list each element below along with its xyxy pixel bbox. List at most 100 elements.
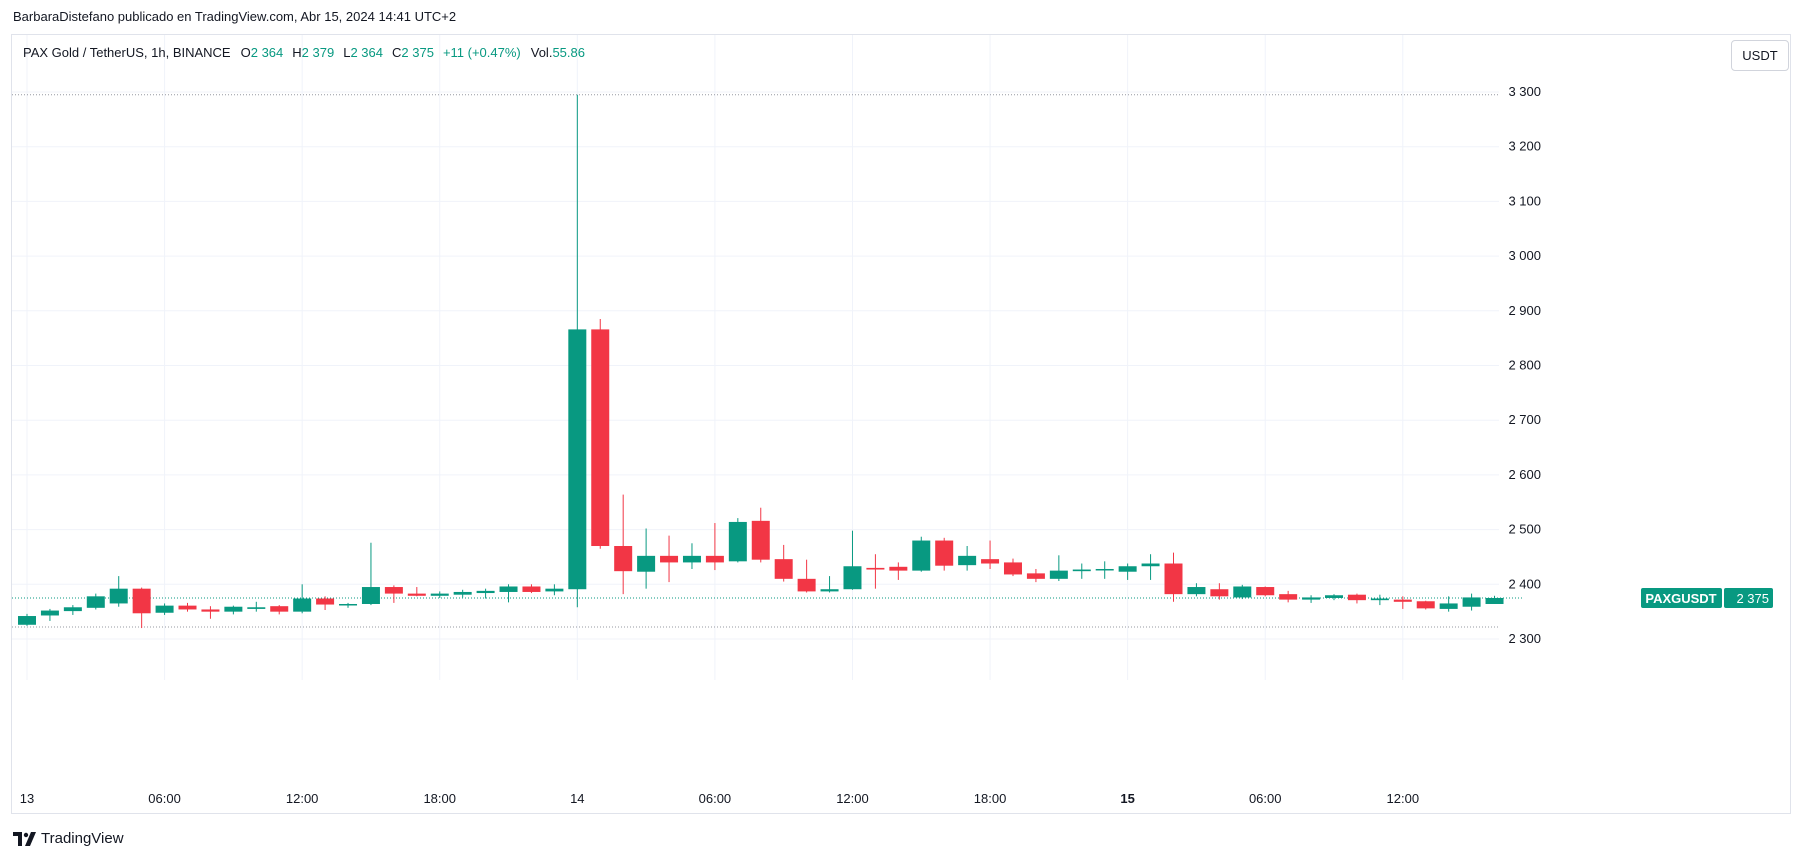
time-tick-label: 18:00	[423, 791, 456, 806]
candle	[1393, 596, 1412, 609]
price-tick-label: 2 600	[1508, 467, 1541, 482]
candle	[591, 319, 610, 549]
candle	[1233, 584, 1252, 600]
candle	[1164, 552, 1183, 602]
candle	[339, 602, 358, 608]
candle-body	[1347, 594, 1366, 601]
candle-body	[958, 555, 977, 566]
candle-body	[774, 559, 793, 579]
candle-body	[453, 591, 472, 595]
candle-body	[178, 605, 197, 610]
candle-body	[293, 598, 312, 612]
candle	[361, 542, 380, 606]
candle-body	[1118, 566, 1137, 572]
candle	[1095, 561, 1114, 579]
price-tick-label: 2 300	[1508, 631, 1541, 646]
candle-body	[843, 566, 862, 590]
candle-body	[40, 610, 59, 616]
candle-body	[866, 567, 885, 570]
high-label: H	[292, 45, 302, 60]
candle-body	[751, 520, 770, 560]
time-tick-label: 14	[570, 791, 584, 806]
candle	[1416, 600, 1435, 610]
candle	[1003, 558, 1022, 577]
candle-body	[247, 607, 266, 609]
time-tick-label: 12:00	[1387, 791, 1420, 806]
currency-button[interactable]: USDT	[1731, 40, 1789, 71]
candle	[843, 530, 862, 590]
price-tick-label: 2 900	[1508, 303, 1541, 318]
last-price-badge	[1724, 587, 1773, 608]
candle	[614, 494, 633, 595]
candle-body	[889, 566, 908, 571]
time-tick-label: 06:00	[1249, 791, 1282, 806]
range-reference-lines	[12, 94, 1524, 628]
candle	[224, 605, 243, 615]
candle-body	[339, 603, 358, 606]
price-tick-label: 2 500	[1508, 522, 1541, 537]
price-tick-label: 3 100	[1508, 193, 1541, 208]
candle	[1141, 554, 1160, 580]
price-tick-label: 2 400	[1508, 576, 1541, 591]
candle-body	[637, 555, 656, 572]
candle-body	[705, 555, 724, 563]
candle-body	[981, 559, 1000, 564]
candle-body	[224, 606, 243, 612]
time-tick-label: 06:00	[699, 791, 732, 806]
time-tick-label: 06:00	[148, 791, 181, 806]
candle	[499, 584, 518, 603]
candle-body	[1141, 563, 1160, 567]
candle	[1439, 596, 1458, 612]
candle	[178, 602, 197, 612]
candle	[1072, 563, 1091, 579]
candle	[728, 518, 747, 563]
candle	[155, 603, 174, 615]
candle	[912, 536, 931, 572]
candle	[453, 589, 472, 598]
candle-body	[1302, 597, 1321, 600]
candle	[407, 587, 426, 597]
candle	[1187, 583, 1206, 597]
tradingview-logo[interactable]: TradingView	[13, 830, 124, 847]
open-value: 2 364	[250, 45, 284, 60]
candle	[132, 587, 151, 629]
candle-body	[109, 588, 128, 604]
candle	[522, 584, 541, 594]
candle	[545, 584, 564, 596]
candle-body	[1256, 587, 1275, 596]
candle	[1118, 563, 1137, 580]
tradingview-brand: TradingView	[41, 830, 124, 847]
candle-body	[1325, 595, 1344, 598]
price-tick-label: 2 700	[1508, 412, 1541, 427]
candle-body	[407, 593, 426, 596]
candle	[1279, 590, 1298, 603]
candle	[1485, 595, 1504, 604]
price-tick-label: 3 000	[1508, 248, 1541, 263]
candle-body	[728, 521, 747, 562]
candle-body	[682, 555, 701, 563]
candle	[18, 613, 36, 626]
candle-body	[430, 593, 449, 596]
candle	[797, 559, 816, 593]
candle	[270, 605, 289, 615]
candle-body	[316, 598, 335, 605]
candle-body	[1003, 562, 1022, 575]
low-label: L	[343, 45, 351, 60]
time-tick-label: 18:00	[974, 791, 1007, 806]
last-price-label: 2 375	[1736, 591, 1769, 606]
candle-body	[522, 586, 541, 592]
candle	[1256, 586, 1275, 597]
candle-body	[361, 587, 380, 604]
symbol-tag-label: PAXGUSDT	[1645, 591, 1716, 606]
candle	[820, 576, 839, 593]
candle	[293, 584, 312, 614]
time-tick-label: 13	[20, 791, 34, 806]
price-tick-label: 2 800	[1508, 358, 1541, 373]
symbol-title[interactable]: PAX Gold / TetherUS, 1h, BINANCE	[23, 45, 231, 60]
candle	[1325, 594, 1344, 601]
candle-body	[155, 605, 174, 613]
symbol-tag-badge	[1641, 587, 1722, 608]
tradingview-logo-icon	[13, 831, 36, 846]
candle	[316, 596, 335, 611]
